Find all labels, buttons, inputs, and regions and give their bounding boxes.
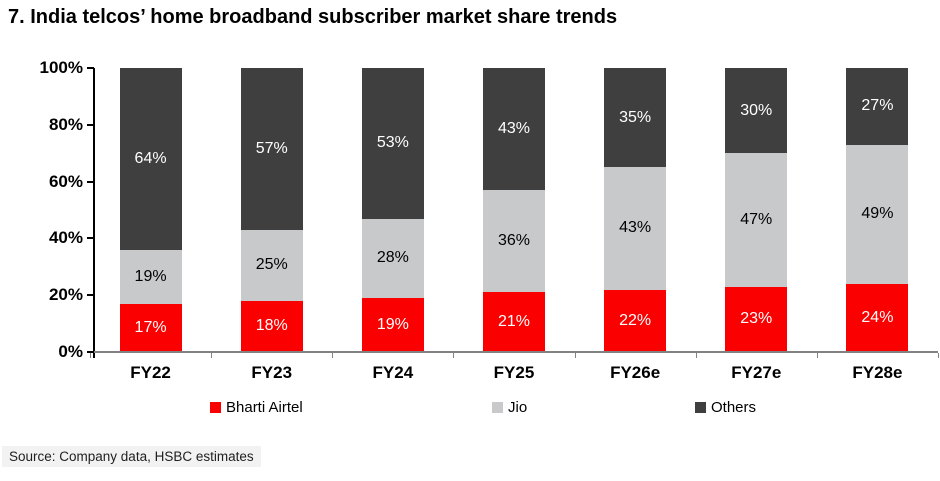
stacked-bar-fy28e: 24% 49% 27% bbox=[846, 68, 909, 352]
segment-bharti-airtel-fy23: 18% bbox=[240, 300, 303, 352]
segment-others-fy26e: 35% bbox=[604, 68, 667, 168]
source-note: Source: Company data, HSBC estimates bbox=[2, 446, 261, 467]
x-axis-label-fy25: FY25 bbox=[493, 363, 535, 382]
bar-column-fy23: 18% 25% 57% bbox=[211, 68, 332, 352]
stacked-bar-fy27e: 23% 47% 30% bbox=[725, 68, 788, 352]
legend-swatch-jio bbox=[492, 401, 503, 413]
x-axis-tick bbox=[816, 353, 818, 358]
plot-area: 17% 19% 64% 18% 25% 57% 19% 28% 53% 21% 36% 43% 22% 4… bbox=[90, 68, 938, 352]
stacked-bar-fy22: 17% 19% 64% bbox=[119, 68, 182, 352]
bar-column-fy24: 19% 28% 53% bbox=[332, 68, 453, 352]
x-axis-label-fy27e: FY27e bbox=[731, 363, 782, 382]
y-axis-tick bbox=[87, 123, 94, 126]
legend-item-bharti-airtel: Bharti Airtel bbox=[210, 398, 303, 416]
y-axis-label-20: 20% bbox=[48, 285, 83, 305]
legend-label: Jio bbox=[508, 398, 528, 416]
stacked-bar-fy23: 18% 25% 57% bbox=[240, 68, 303, 352]
segment-value-label: 19% bbox=[134, 267, 167, 285]
segment-jio-fy27e: 47% bbox=[725, 153, 788, 287]
x-axis-tick bbox=[938, 353, 939, 358]
segment-value-label: 47% bbox=[740, 210, 773, 228]
legend-item-jio: Jio bbox=[492, 398, 528, 416]
bar-column-fy22: 17% 19% 64% bbox=[90, 68, 211, 352]
bar-column-fy25: 21% 36% 43% bbox=[453, 68, 574, 352]
segment-value-label: 24% bbox=[861, 308, 894, 326]
segment-value-label: 64% bbox=[134, 149, 167, 167]
segment-others-fy28e: 27% bbox=[846, 68, 909, 145]
y-axis-label-40: 40% bbox=[48, 228, 83, 248]
legend-label: Others bbox=[711, 398, 757, 416]
segment-value-label: 19% bbox=[376, 316, 409, 334]
x-axis-tick bbox=[332, 353, 334, 358]
y-axis-label-80: 80% bbox=[48, 114, 83, 134]
y-axis-label-60: 60% bbox=[48, 171, 83, 191]
segment-value-label: 23% bbox=[740, 310, 773, 328]
segment-others-fy24: 53% bbox=[361, 68, 424, 219]
segment-value-label: 22% bbox=[619, 311, 652, 329]
segment-value-label: 43% bbox=[497, 120, 530, 138]
y-axis-label-100: 100% bbox=[39, 58, 83, 77]
segment-value-label: 30% bbox=[740, 101, 773, 119]
segment-jio-fy23: 25% bbox=[240, 229, 303, 301]
segment-others-fy22: 64% bbox=[119, 68, 182, 250]
y-axis-tick bbox=[87, 351, 94, 353]
segment-others-fy27e: 30% bbox=[725, 68, 788, 154]
x-axis-label-fy22: FY22 bbox=[130, 363, 171, 382]
x-axis-tick bbox=[695, 353, 697, 358]
y-axis-tick bbox=[87, 180, 94, 183]
x-axis-tick bbox=[90, 353, 91, 358]
x-axis-tick bbox=[211, 353, 213, 358]
segment-bharti-airtel-fy22: 17% bbox=[119, 303, 182, 352]
segment-value-label: 28% bbox=[376, 249, 409, 267]
segment-jio-fy28e: 49% bbox=[846, 144, 909, 284]
segment-value-label: 35% bbox=[619, 108, 652, 126]
segment-value-label: 53% bbox=[376, 134, 409, 152]
segment-jio-fy26e: 43% bbox=[604, 167, 667, 290]
legend-label: Bharti Airtel bbox=[226, 398, 303, 416]
segment-bharti-airtel-fy27e: 23% bbox=[725, 286, 788, 352]
segment-value-label: 27% bbox=[861, 97, 894, 115]
segment-bharti-airtel-fy25: 21% bbox=[482, 292, 545, 352]
x-axis-line bbox=[87, 351, 938, 353]
stacked-bar-fy24: 19% 28% 53% bbox=[361, 68, 424, 352]
chart-title: 7. India telcos’ home broadband subscrib… bbox=[8, 6, 618, 28]
y-axis-line bbox=[93, 68, 95, 358]
segment-jio-fy24: 28% bbox=[361, 218, 424, 299]
segment-value-label: 17% bbox=[134, 318, 167, 336]
segment-jio-fy22: 19% bbox=[119, 249, 182, 304]
x-axis-label-fy23: FY23 bbox=[251, 363, 293, 382]
x-axis-tick bbox=[453, 353, 455, 358]
segment-others-fy25: 43% bbox=[482, 68, 545, 191]
x-axis-label-fy26e: FY26e bbox=[610, 363, 661, 382]
segment-value-label: 21% bbox=[497, 313, 530, 331]
segment-jio-fy25: 36% bbox=[482, 190, 545, 293]
segment-others-fy23: 57% bbox=[240, 68, 303, 230]
stacked-bar-fy25: 21% 36% 43% bbox=[482, 68, 545, 352]
bar-column-fy26e: 22% 43% 35% bbox=[575, 68, 696, 352]
x-axis-tick bbox=[574, 353, 576, 358]
segment-value-label: 25% bbox=[255, 256, 288, 274]
bar-column-fy28e: 24% 49% 27% bbox=[817, 68, 938, 352]
segment-bharti-airtel-fy24: 19% bbox=[361, 298, 424, 352]
segment-bharti-airtel-fy26e: 22% bbox=[604, 289, 667, 352]
legend-swatch-others bbox=[695, 401, 706, 413]
segment-bharti-airtel-fy28e: 24% bbox=[846, 283, 909, 352]
legend-swatch-bharti-airtel bbox=[210, 401, 221, 413]
y-axis-tick bbox=[87, 237, 94, 240]
stacked-bar-fy26e: 22% 43% 35% bbox=[604, 68, 667, 352]
y-axis-tick bbox=[87, 67, 94, 69]
segment-value-label: 43% bbox=[619, 219, 652, 237]
y-axis-label-0: 0% bbox=[58, 342, 83, 361]
x-axis-label-fy24: FY24 bbox=[372, 363, 414, 382]
segment-value-label: 18% bbox=[255, 317, 288, 335]
segment-value-label: 36% bbox=[497, 232, 530, 250]
y-axis-tick bbox=[87, 294, 94, 297]
segment-value-label: 57% bbox=[255, 139, 288, 157]
legend-item-others: Others bbox=[695, 398, 757, 416]
segment-value-label: 49% bbox=[861, 205, 894, 223]
x-axis-label-fy28e: FY28e bbox=[852, 363, 903, 382]
bar-column-fy27e: 23% 47% 30% bbox=[696, 68, 817, 352]
